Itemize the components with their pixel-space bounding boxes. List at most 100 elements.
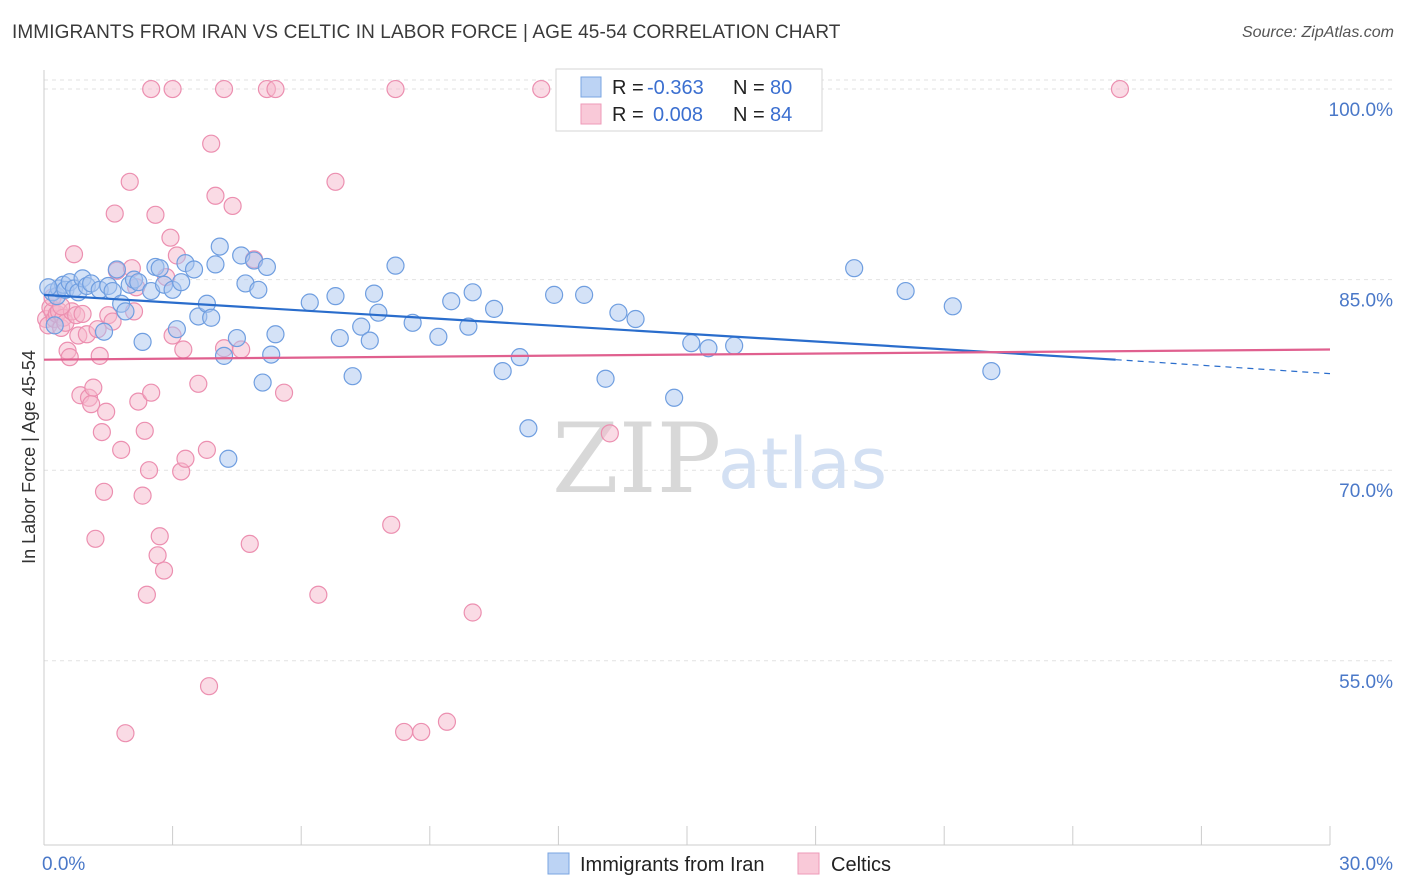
celtics-point-25: [94, 482, 114, 501]
celtics-trend-line: [43, 348, 1331, 361]
y-tick-label-1: 85.0%: [1339, 291, 1393, 312]
celtics-point-41: [142, 383, 161, 402]
celtics-point-17: [73, 304, 92, 324]
celtics-point-32: [116, 724, 135, 743]
celtics-point-24: [92, 422, 111, 442]
iran-point-51: [352, 317, 371, 336]
celtics-point-71: [600, 424, 619, 443]
series-legend-swatch-iran: [547, 852, 570, 875]
celtics-point-20: [82, 395, 101, 414]
celtics-point-42: [146, 205, 165, 224]
iran-point-50: [343, 367, 362, 386]
celtics-point-55: [199, 677, 219, 696]
legend-swatch-iran: [580, 76, 602, 98]
celtics-point-33: [120, 172, 139, 191]
celtics-point-11: [60, 348, 79, 367]
celtics-point-56: [202, 134, 221, 153]
iran-point-35: [210, 237, 229, 256]
celtics-point-76: [266, 79, 285, 99]
iran-point-76: [982, 362, 1001, 381]
celtics-point-69: [437, 712, 457, 731]
chart-title: IMMIGRANTS FROM IRAN VS CELTIC IN LABOR …: [12, 22, 841, 43]
iran-point-24: [150, 259, 169, 278]
x-tick-label-0: 0.0%: [42, 854, 85, 875]
iran-point-70: [665, 388, 684, 407]
series-legend-swatch-celtics: [797, 852, 820, 875]
celtics-point-23: [90, 346, 109, 365]
celtics-point-36: [129, 392, 148, 411]
celtics-point-51: [174, 340, 193, 359]
celtics-point-40: [139, 461, 159, 480]
legend-r-value-iran: -0.363: [647, 77, 704, 99]
iran-point-62: [493, 362, 512, 381]
x-tick-label-1: 30.0%: [1339, 854, 1393, 875]
celtics-point-73: [163, 79, 182, 99]
grid-lines: [44, 79, 1392, 662]
iran-point-59: [459, 317, 478, 336]
celtics-point-77: [386, 79, 405, 99]
iran-point-45: [262, 345, 281, 364]
iran-point-46: [266, 325, 285, 344]
celtics-point-21: [84, 378, 103, 397]
y-tick-labels: 100.0% 85.0% 70.0% 55.0%: [1329, 100, 1394, 693]
celtics-point-79: [1110, 79, 1130, 99]
celtics-point-13: [64, 245, 84, 264]
y-tick-label-2: 70.0%: [1339, 481, 1393, 502]
iran-point-67: [596, 369, 615, 388]
celtics-point-52: [176, 449, 195, 468]
series-legend-label-iran: Immigrants from Iran: [580, 854, 764, 876]
celtics-point-45: [154, 561, 174, 580]
iran-point-60: [463, 283, 482, 302]
watermark: ZIP atlas: [552, 403, 887, 515]
watermark-zip: ZIP: [552, 403, 721, 515]
x-tick-labels: 0.0% 30.0%: [42, 854, 1393, 875]
celtics-point-26: [97, 402, 116, 421]
celtics-points: [37, 79, 1130, 743]
legend-n-label-iran: N =: [733, 77, 765, 99]
celtics-point-22: [86, 529, 105, 548]
celtics-point-53: [189, 374, 208, 393]
legend-r-label-iran: R =: [612, 77, 644, 99]
celtics-point-78: [532, 79, 551, 99]
x-ticks: [43, 826, 1331, 845]
correlation-legend: R = -0.363 N = 80 R = 0.008 N = 84: [555, 68, 823, 132]
celtics-point-61: [240, 534, 259, 553]
iran-point-47: [300, 293, 319, 312]
iran-point-72: [699, 339, 718, 358]
celtics-point-72: [142, 79, 161, 99]
iran-point-17: [116, 302, 135, 321]
iran-point-78: [39, 278, 58, 297]
legend-r-label-celtics: R =: [612, 104, 644, 126]
celtics-point-68: [412, 722, 431, 742]
watermark-atlas: atlas: [718, 423, 887, 505]
iran-point-42: [249, 280, 268, 299]
iran-point-61: [485, 299, 504, 318]
celtics-point-44: [150, 527, 169, 546]
celtics-point-38: [135, 421, 154, 440]
iran-trend-line: [43, 293, 1116, 361]
celtics-point-63: [274, 383, 294, 402]
y-axis-label: In Labor Force | Age 45-54: [19, 350, 39, 564]
legend-r-value-celtics: 0.008: [653, 104, 703, 126]
legend-swatch-celtics: [580, 103, 602, 125]
iran-point-75: [896, 281, 915, 301]
iran-point-56: [403, 313, 422, 332]
celtics-point-64: [309, 585, 328, 604]
iran-point-52: [360, 331, 379, 350]
iran-point-73: [725, 336, 744, 355]
legend-n-value-celtics: 84: [770, 104, 792, 126]
iran-point-66: [575, 285, 594, 304]
iran-point-27: [167, 320, 186, 339]
iran-point-49: [330, 328, 349, 348]
iran-point-20: [129, 273, 148, 292]
y-tick-label-3: 55.0%: [1339, 672, 1393, 693]
iran-point-71: [682, 334, 701, 353]
series-legend-label-celtics: Celtics: [831, 854, 891, 876]
celtics-point-65: [326, 172, 345, 191]
iran-point-33: [202, 308, 221, 327]
iran-point-12: [94, 322, 114, 341]
celtics-point-54: [197, 440, 216, 459]
iran-point-21: [133, 332, 152, 351]
iran-point-36: [214, 346, 234, 365]
celtics-point-70: [463, 603, 482, 622]
